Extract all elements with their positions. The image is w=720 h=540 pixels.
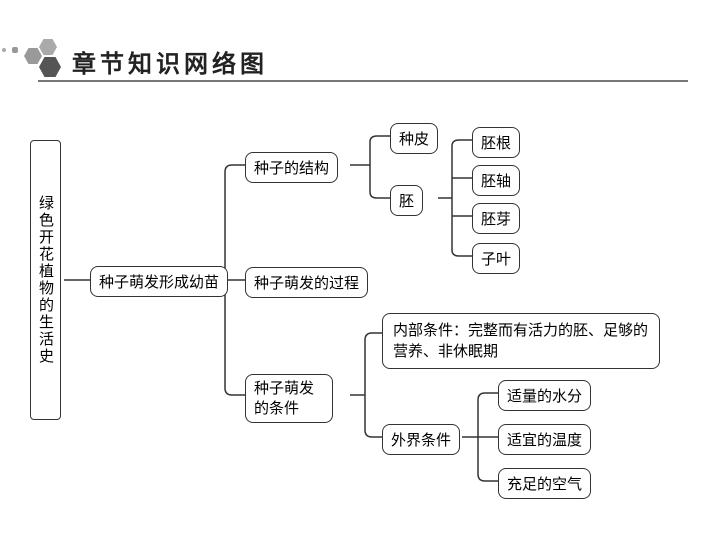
dot-icon [12, 47, 18, 53]
node-seed-germinate: 种子萌发形成幼苗 [90, 266, 228, 297]
hexagon-icon [39, 57, 61, 77]
node-hypocotyl: 胚轴 [472, 165, 520, 196]
node-cotyledon: 子叶 [472, 243, 520, 274]
page-title: 章节知识网络图 [72, 44, 268, 79]
node-water: 适量的水分 [498, 380, 591, 411]
node-embryo: 胚 [390, 185, 423, 216]
node-internal-conditions: 内部条件：完整而有活力的胚、足够的营养、非休眠期 [382, 313, 660, 369]
node-air: 充足的空气 [498, 468, 591, 499]
node-temperature: 适宜的温度 [498, 424, 591, 455]
title-underline [38, 80, 688, 82]
node-germ-conditions: 种子萌发的条件 [245, 374, 333, 423]
node-seed-coat: 种皮 [390, 123, 438, 154]
node-germ-process: 种子萌发的过程 [245, 267, 368, 298]
node-external-conditions: 外界条件 [382, 424, 460, 455]
node-plumule: 胚芽 [472, 203, 520, 234]
hexagon-icon [39, 39, 57, 55]
hexagon-icon [24, 48, 42, 64]
node-seed-structure: 种子的结构 [245, 152, 338, 183]
dot-icon [2, 48, 6, 52]
node-root: 绿色开花植物的生活史 [30, 140, 61, 420]
knowledge-map: 绿色开花植物的生活史 种子萌发形成幼苗 种子的结构 种子萌发的过程 种子萌发的条… [30, 130, 700, 510]
node-radicle: 胚根 [472, 127, 520, 158]
